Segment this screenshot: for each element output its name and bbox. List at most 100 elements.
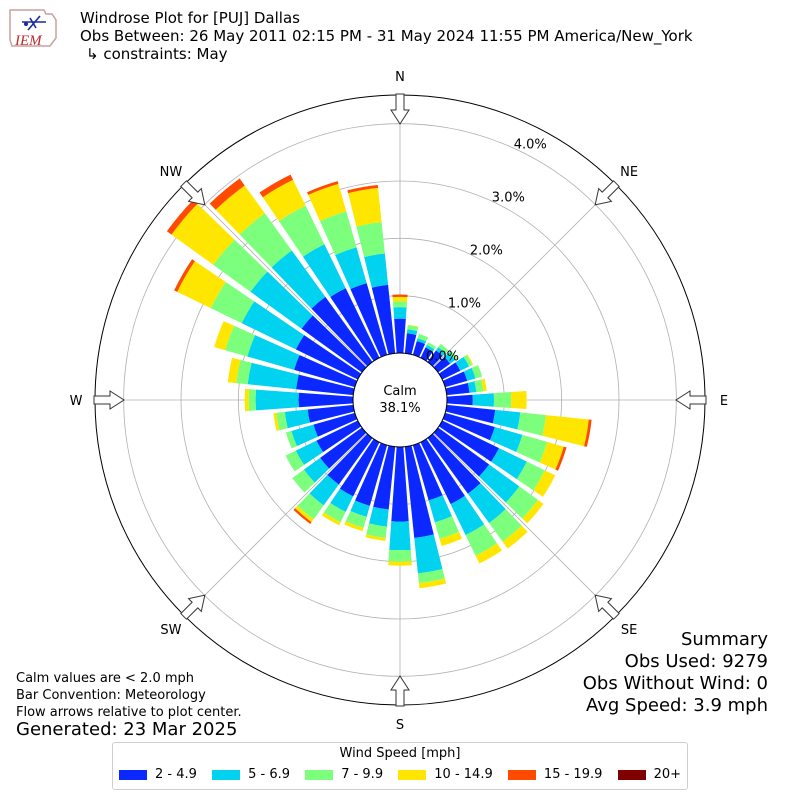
wind-bar-segment bbox=[296, 374, 355, 396]
legend-item: 5 - 6.9 bbox=[212, 767, 290, 782]
wind-bar-segment bbox=[448, 350, 458, 361]
wind-bar-segment bbox=[427, 350, 443, 367]
wind-bar-segment bbox=[474, 379, 484, 393]
wind-bar-segment bbox=[412, 442, 443, 501]
wind-bar-segment bbox=[295, 440, 324, 465]
legend: Wind Speed [mph] 2 - 4.9 5 - 6.9 7 - 9.9 10… bbox=[112, 742, 688, 790]
constraints-label: ↳ constraints: May bbox=[86, 45, 228, 63]
wind-bar-segment bbox=[392, 294, 408, 298]
wind-bar-segment bbox=[323, 503, 346, 523]
wind-bar-segment bbox=[356, 222, 385, 258]
flow-arrow-icon bbox=[594, 594, 620, 620]
radial-gridline bbox=[184, 432, 368, 616]
wind-bar-segment bbox=[388, 561, 412, 566]
bar-group bbox=[166, 174, 592, 589]
flow-arrow-icon bbox=[390, 675, 410, 707]
wind-bar-segment bbox=[417, 333, 429, 342]
flow-arrow-icon bbox=[180, 180, 206, 206]
wind-bar-segment bbox=[420, 347, 433, 362]
wind-bar-segment bbox=[241, 301, 305, 350]
wind-bar-segment bbox=[455, 356, 470, 371]
wind-bar-segment bbox=[284, 409, 310, 429]
radial-tick-label: 2.0% bbox=[470, 244, 503, 259]
wind-bar-segment bbox=[479, 464, 520, 503]
wind-bar-segment bbox=[366, 523, 387, 538]
direction-label: NE bbox=[620, 165, 638, 180]
calm-value: 38.1% bbox=[379, 401, 420, 416]
wind-bar-segment bbox=[278, 205, 325, 257]
wind-bar-segment bbox=[446, 394, 473, 406]
wind-bar-segment bbox=[344, 521, 364, 532]
summary-obs-without-wind: Obs Without Wind: 0 bbox=[582, 673, 768, 694]
generated-date: Generated: 23 Mar 2025 bbox=[16, 719, 238, 740]
wind-bar-segment bbox=[471, 365, 483, 379]
wind-bar-segment bbox=[339, 438, 380, 497]
legend-label: 20+ bbox=[653, 767, 681, 782]
obs-between: Obs Between: 26 May 2011 02:15 PM - 31 M… bbox=[80, 27, 693, 45]
flow-arrow-icon bbox=[180, 594, 206, 620]
wind-bar-segment bbox=[295, 335, 362, 380]
wind-bar-segment bbox=[313, 412, 358, 437]
flow-note: Flow arrows relative to plot center. bbox=[16, 705, 242, 720]
wind-bar-segment bbox=[330, 288, 380, 362]
wind-bar-segment bbox=[303, 457, 330, 483]
wind-bar-segment bbox=[463, 367, 476, 381]
wind-bar-segment bbox=[502, 525, 528, 549]
wind-bar-segment bbox=[210, 282, 255, 324]
wind-bar-segment bbox=[327, 433, 373, 485]
flow-arrow-icon bbox=[93, 390, 125, 410]
wind-bar-segment bbox=[466, 354, 474, 365]
wind-bar-segment bbox=[247, 362, 299, 390]
legend-item: 2 - 4.9 bbox=[119, 767, 197, 782]
radial-tick-label: 0.0% bbox=[426, 350, 459, 365]
wind-bar-segment bbox=[239, 213, 292, 268]
wind-bar-segment bbox=[465, 524, 498, 556]
legend-swatch bbox=[212, 769, 241, 780]
legend-title: Wind Speed [mph] bbox=[339, 746, 461, 761]
wind-bar-segment bbox=[347, 185, 379, 194]
wind-bar-segment bbox=[166, 199, 198, 235]
wind-bar-segment bbox=[438, 362, 461, 380]
wind-bar-segment bbox=[364, 253, 389, 288]
wind-bar-segment bbox=[335, 247, 367, 290]
wind-bar-segment bbox=[345, 510, 367, 528]
radial-gridline bbox=[184, 184, 368, 368]
wind-bar-segment bbox=[391, 446, 409, 522]
wind-bar-segment bbox=[177, 261, 226, 309]
wind-bar-segment bbox=[517, 412, 546, 436]
direction-label: S bbox=[396, 718, 404, 733]
calm-label: Calm bbox=[383, 384, 416, 399]
wind-bar-segment bbox=[522, 499, 544, 524]
radial-grid-circle bbox=[180, 180, 620, 620]
wind-bar-segment bbox=[294, 355, 358, 388]
wind-bar-segment bbox=[489, 509, 522, 542]
legend-item: 20+ bbox=[617, 767, 681, 782]
calm-note: Calm values are < 2.0 mph bbox=[16, 671, 195, 686]
wind-bar-segment bbox=[490, 427, 523, 452]
wind-bar-segment bbox=[259, 174, 294, 198]
wind-bar-segment bbox=[171, 203, 235, 265]
legend-label: 10 - 14.9 bbox=[434, 767, 493, 782]
legend-items: 2 - 4.9 5 - 6.9 7 - 9.9 10 - 14.9 15 - 19.9 2… bbox=[119, 767, 681, 782]
wind-bar-segment bbox=[493, 392, 512, 408]
wind-bar-segment bbox=[539, 441, 564, 470]
wind-bar-segment bbox=[307, 404, 355, 423]
legend-item: 15 - 19.9 bbox=[507, 767, 602, 782]
wind-bar-segment bbox=[505, 486, 538, 519]
legend-swatch bbox=[398, 769, 427, 780]
wind-bar-segment bbox=[247, 335, 300, 370]
wind-bar-segment bbox=[467, 381, 477, 393]
wind-bar-segment bbox=[434, 516, 459, 539]
legend-item: 10 - 14.9 bbox=[398, 767, 493, 782]
wind-bar-segment bbox=[542, 415, 589, 447]
radial-tick-label: 4.0% bbox=[514, 138, 547, 153]
wind-bar-segment bbox=[420, 438, 465, 505]
legend-swatch bbox=[305, 769, 334, 780]
wind-bar-segment bbox=[472, 393, 495, 407]
wind-bar-segment bbox=[435, 347, 446, 356]
legend-item: 7 - 9.9 bbox=[305, 767, 383, 782]
legend-label: 2 - 4.9 bbox=[155, 767, 197, 782]
wind-bar-segment bbox=[393, 307, 407, 319]
wind-bar-segment bbox=[350, 500, 370, 517]
